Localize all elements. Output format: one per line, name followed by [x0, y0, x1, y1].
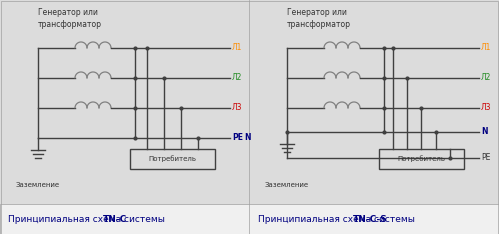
Text: Потребитель: Потребитель	[398, 156, 446, 162]
Text: Л3: Л3	[232, 103, 243, 113]
Text: TN-C-S: TN-C-S	[353, 215, 388, 223]
Text: PE: PE	[481, 154, 491, 162]
Text: N: N	[244, 134, 250, 143]
Text: Потребитель: Потребитель	[149, 156, 197, 162]
Text: Принципиальная схема системы: Принципиальная схема системы	[258, 215, 418, 223]
Text: Л3: Л3	[481, 103, 492, 113]
Text: N: N	[481, 128, 488, 136]
Text: Л1: Л1	[481, 44, 492, 52]
Text: Заземление: Заземление	[265, 182, 309, 188]
Text: Заземление: Заземление	[16, 182, 60, 188]
Text: Л2: Л2	[481, 73, 492, 83]
Text: Л1: Л1	[232, 44, 243, 52]
Text: PE: PE	[232, 134, 243, 143]
Text: Принципиальная схема системы: Принципиальная схема системы	[8, 215, 168, 223]
FancyBboxPatch shape	[0, 204, 499, 234]
Text: TN-C: TN-C	[103, 215, 127, 223]
Text: Генератор или
трансформатор: Генератор или трансформатор	[287, 8, 351, 29]
Text: Генератор или
трансформатор: Генератор или трансформатор	[38, 8, 102, 29]
Text: Л2: Л2	[232, 73, 243, 83]
